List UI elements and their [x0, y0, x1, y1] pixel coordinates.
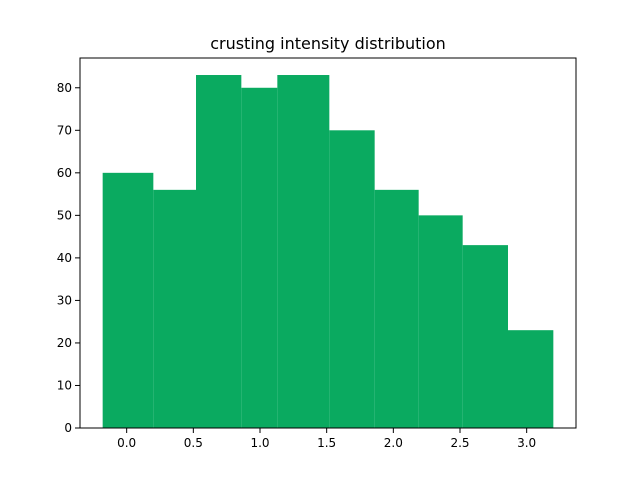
histogram-bar	[277, 75, 330, 428]
x-tick-label: 0.0	[117, 436, 136, 450]
plot-frame	[79, 57, 577, 429]
y-axis: 0 10 20 30 40 50 60 70 80	[57, 81, 80, 435]
histogram-bar	[102, 172, 154, 428]
y-tick-label: 10	[57, 378, 72, 392]
histogram-bar	[196, 75, 242, 428]
y-tick-label: 0	[64, 421, 72, 435]
x-tick-label: 2.5	[450, 436, 469, 450]
histogram-bar	[418, 215, 463, 428]
histogram-bar	[374, 189, 419, 428]
y-tick-label: 20	[57, 336, 72, 350]
histogram-bar	[462, 245, 508, 428]
x-tick-label: 3.0	[517, 436, 536, 450]
x-tick-label: 0.5	[184, 436, 203, 450]
y-tick-label: 60	[57, 166, 72, 180]
y-tick-label: 50	[57, 208, 72, 222]
x-tick-label: 1.0	[250, 436, 269, 450]
y-tick-label: 70	[57, 123, 72, 137]
histogram-bar	[508, 330, 554, 428]
histogram-bar	[153, 189, 196, 428]
y-tick-label: 30	[57, 293, 72, 307]
x-tick-label: 1.5	[317, 436, 336, 450]
chart-title: crusting intensity distribution	[210, 34, 446, 53]
histogram-bar	[329, 130, 375, 429]
histogram-bar	[241, 87, 278, 429]
bars-group	[102, 75, 554, 429]
x-axis: 0.0 0.5 1.0 1.5 2.0 2.5 3.0	[117, 428, 536, 450]
y-tick-label: 80	[57, 81, 72, 95]
y-tick-label: 40	[57, 251, 72, 265]
x-tick-label: 2.0	[384, 436, 403, 450]
